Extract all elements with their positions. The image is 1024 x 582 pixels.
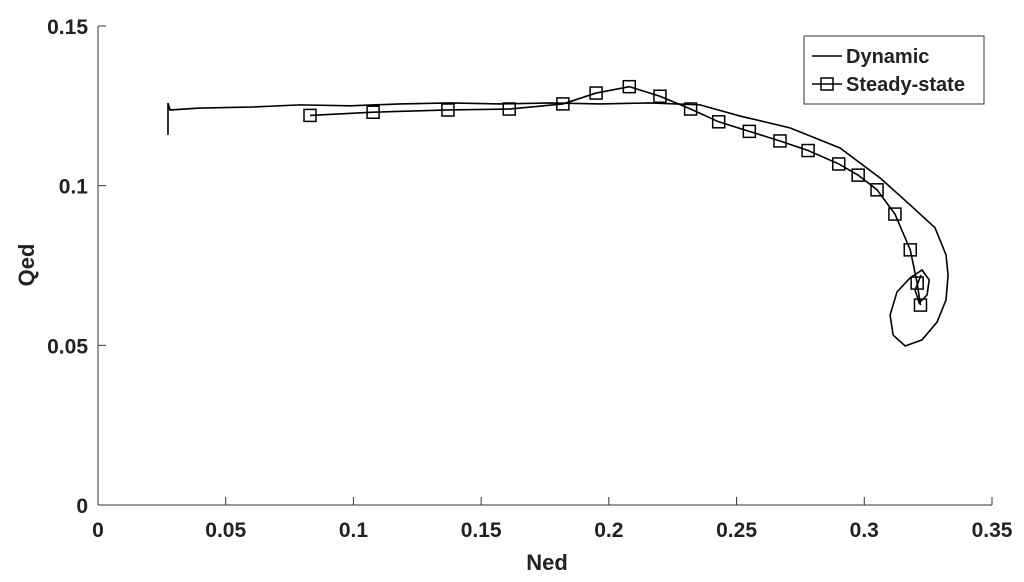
y-tick-label: 0	[76, 495, 88, 518]
series-line	[309, 85, 922, 306]
marker	[910, 276, 924, 290]
marker	[831, 157, 846, 171]
marker	[913, 298, 928, 312]
legend-box	[803, 35, 985, 105]
marker	[870, 183, 884, 197]
marker	[589, 86, 603, 100]
x-tick-label: 0.1	[339, 519, 369, 542]
x-tick-label: 0.2	[594, 519, 623, 542]
marker	[903, 243, 918, 257]
marker	[773, 134, 787, 148]
series-line	[167, 102, 949, 347]
marker	[622, 79, 637, 94]
marker	[801, 143, 815, 158]
marker	[851, 168, 865, 182]
x-tick-label: 0.15	[461, 519, 502, 542]
x-axis-label: Ned	[526, 550, 568, 575]
y-tick-label: 0.05	[47, 335, 88, 358]
marker	[653, 89, 667, 104]
x-tick-label: 0.05	[205, 519, 246, 542]
y-tick-label: 0.15	[47, 16, 88, 39]
x-tick-label: 0.25	[716, 519, 757, 542]
x-tick-label: 0	[92, 519, 104, 542]
marker	[303, 108, 317, 123]
x-tick-label: 0.35	[972, 519, 1013, 542]
marker	[366, 105, 380, 119]
y-tick-label: 0.1	[59, 176, 89, 199]
legend-marker	[820, 77, 834, 91]
marker	[441, 103, 455, 117]
x-tick-label: 0.3	[850, 519, 879, 542]
marker	[742, 124, 757, 139]
marker	[888, 207, 902, 221]
marker	[683, 102, 698, 116]
marker	[556, 97, 570, 111]
marker	[711, 115, 726, 129]
legend-label: Steady-state	[846, 74, 965, 96]
marker	[502, 102, 516, 116]
legend-label: Dynamic	[846, 46, 929, 68]
y-axis-label: Qed	[14, 244, 39, 287]
